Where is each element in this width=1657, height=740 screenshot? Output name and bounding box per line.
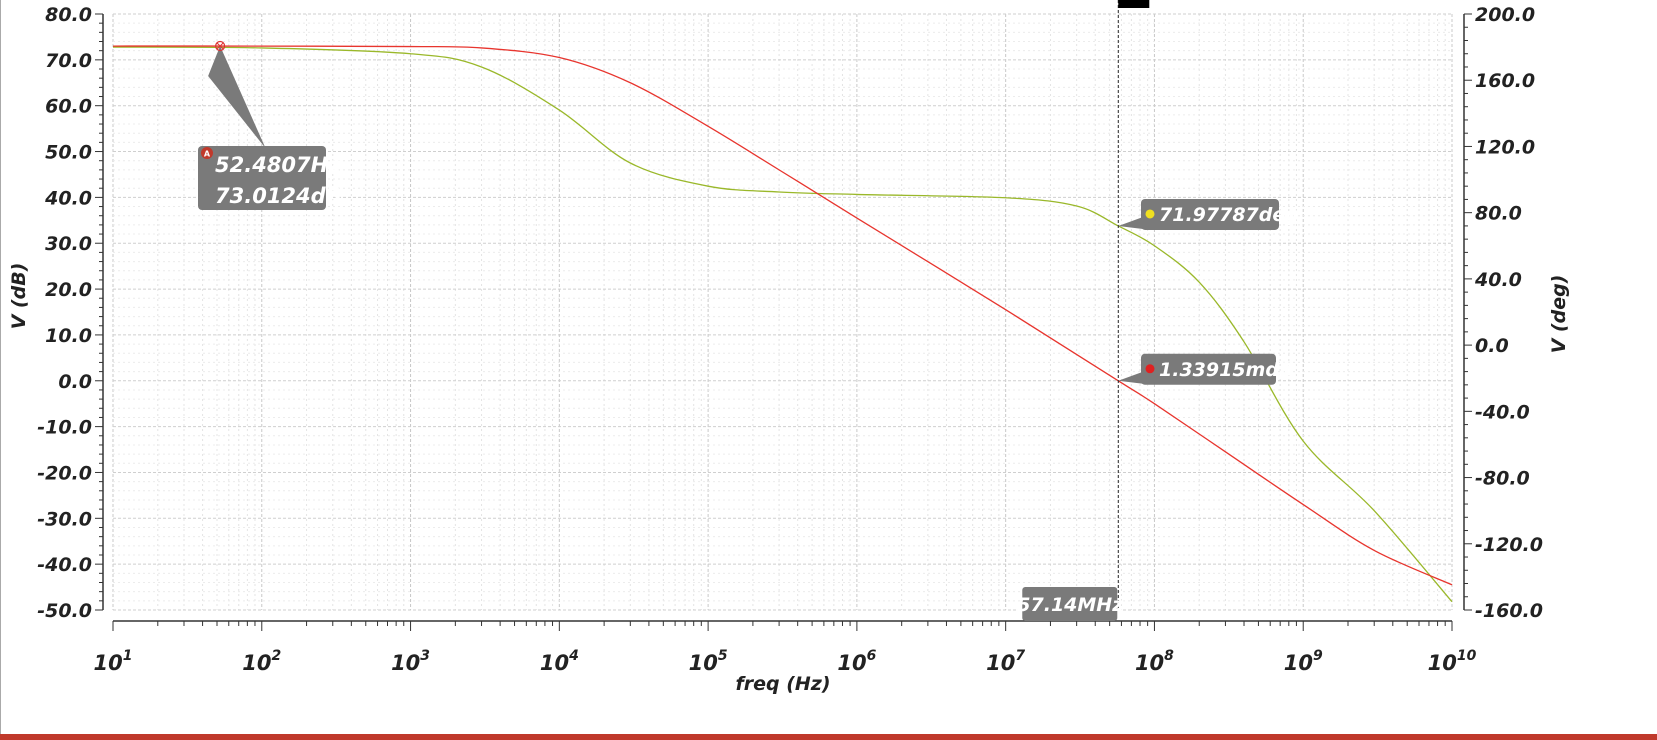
value-label-box xyxy=(1141,198,1279,230)
y-axis-title-right: V (deg) xyxy=(1548,275,1570,354)
value-label-dot xyxy=(1145,364,1155,374)
x-tick-label: 108 xyxy=(1135,648,1174,675)
marker-a-text: 73.0124dB xyxy=(215,184,342,208)
value-label-pointer xyxy=(1118,371,1143,384)
magnitude-line xyxy=(112,45,1453,586)
annotations: 57.14MHz A 52.4807Hz 73.0124dB 71.97787deg 1.… xyxy=(198,0,1299,621)
marker-a-box xyxy=(198,146,326,210)
x-tick-label: 102 xyxy=(242,648,281,675)
y-left-tick-label: 10.0 xyxy=(45,325,92,347)
value-label-text: 71.97787deg xyxy=(1159,204,1299,226)
y-right-tick-label: -80.0 xyxy=(1475,468,1530,490)
x-axis-title: freq (Hz) xyxy=(735,673,830,695)
y-left-tick-label: -50.0 xyxy=(37,600,92,622)
marker-a-badge-label: A xyxy=(204,150,211,159)
x-tick-label: 107 xyxy=(986,648,1025,675)
x-tick-label: 105 xyxy=(689,648,728,675)
y-right-tick-label: 120.0 xyxy=(1475,136,1535,158)
grid xyxy=(112,13,1453,611)
axes: 80.0 70.0 60.0 50.0 40.0 30.0 20.0 10.0 0.0 -10.0… xyxy=(0,0,1543,740)
y-axis-title-left: V (dB) xyxy=(8,263,30,330)
marker-a-text: 52.4807Hz xyxy=(215,153,341,177)
cursor-readout-box xyxy=(1022,587,1118,621)
y-left-tick-label: 80.0 xyxy=(45,4,92,26)
value-label-pointer xyxy=(1118,216,1143,229)
y-left-tick-label: 60.0 xyxy=(45,96,92,118)
x-tick-label: 106 xyxy=(837,648,876,675)
marker-a-point xyxy=(215,40,226,52)
y-left-tick-label: 50.0 xyxy=(45,142,92,164)
x-tick-label: 1010 xyxy=(1428,648,1477,675)
marker-a-badge xyxy=(201,147,213,159)
y-right-tick-label: 0.0 xyxy=(1475,335,1509,357)
value-label-dot xyxy=(1145,209,1155,219)
y-left-tick-label: -40.0 xyxy=(37,554,92,576)
y-right-tick-label: 80.0 xyxy=(1475,203,1522,225)
y-right-tick-label: -160.0 xyxy=(1475,600,1543,622)
y-left-tick-label: 0.0 xyxy=(58,371,92,393)
y-left-tick-label: 70.0 xyxy=(45,50,92,72)
y-left-tick-label: -30.0 xyxy=(37,508,92,530)
y-left-tick-label: 20.0 xyxy=(45,279,92,301)
marker-a-pointer xyxy=(208,46,271,155)
y-right-tick-label: 40.0 xyxy=(1474,269,1522,291)
vertical-cursor-handle xyxy=(1118,0,1150,8)
marker-a-cross xyxy=(216,42,224,50)
y-right-tick-label: 160.0 xyxy=(1475,70,1535,92)
x-tick-label: 104 xyxy=(540,648,579,675)
window-bottom-border xyxy=(0,734,1657,740)
y-right-tick-label: 200.0 xyxy=(1475,4,1535,26)
y-left-tick-label: 40.0 xyxy=(44,187,92,209)
x-tick-label: 103 xyxy=(391,648,430,675)
value-label-box xyxy=(1141,353,1276,385)
x-tick-label: 109 xyxy=(1284,648,1323,675)
x-tick-label: 101 xyxy=(94,648,133,675)
y-right-tick-label: -120.0 xyxy=(1475,534,1543,556)
cursor-readout-text: 57.14MHz xyxy=(1017,594,1124,616)
y-right-tick-label: -40.0 xyxy=(1475,401,1530,423)
y-left-tick-label: -20.0 xyxy=(37,462,92,484)
value-label-text: 1.33915mdB xyxy=(1159,359,1293,381)
y-left-tick-label: -10.0 xyxy=(37,417,92,439)
y-left-tick-label: 30.0 xyxy=(45,233,92,255)
